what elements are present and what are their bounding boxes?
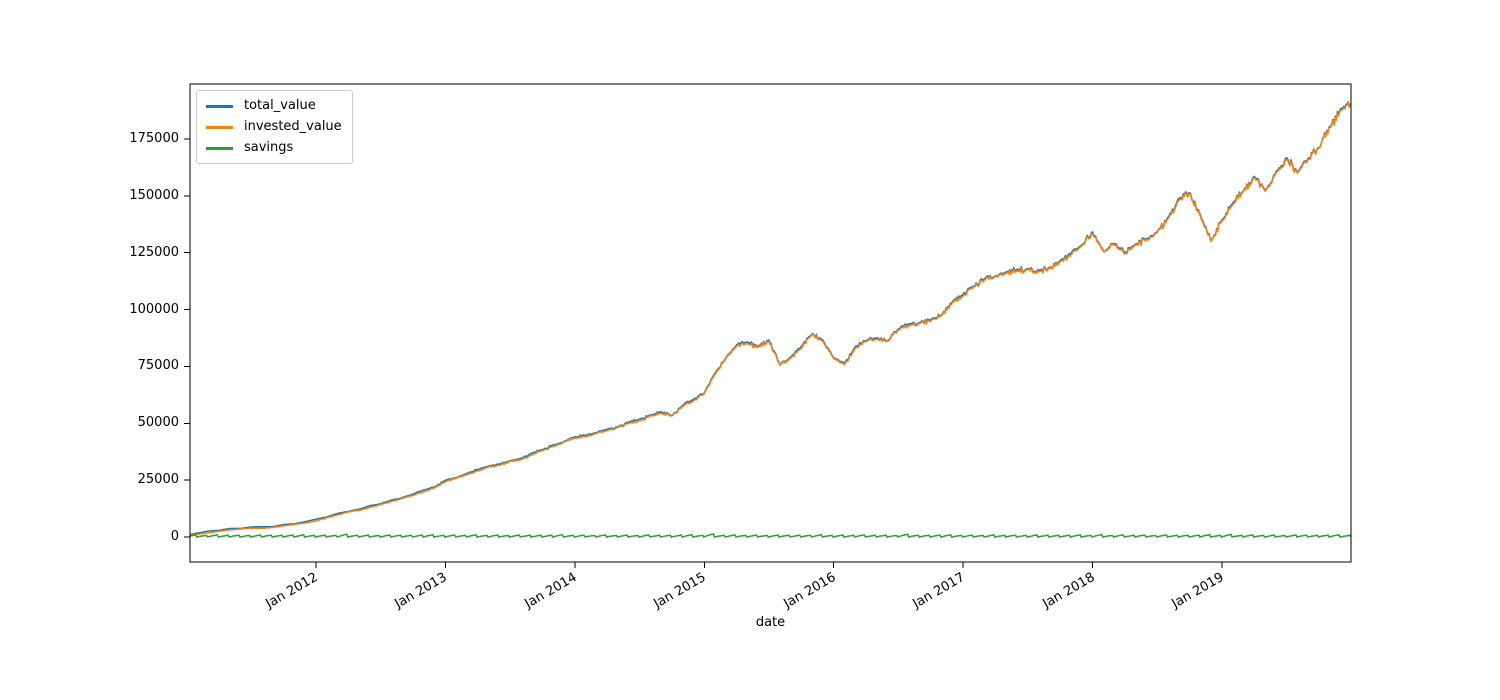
y-tick-label: 75000 — [137, 358, 179, 374]
legend-item-total-value: total_value — [206, 98, 342, 114]
legend-item-invested-value: invested_value — [206, 119, 342, 135]
y-tick-label: 125000 — [129, 244, 179, 260]
total-value-line-icon — [206, 104, 233, 108]
y-tick-label: 50000 — [137, 415, 179, 431]
x-axis-label: date — [755, 615, 786, 630]
y-tick-label: 0 — [170, 528, 179, 544]
y-tick-label: 150000 — [129, 187, 179, 203]
invested-value-line-icon — [206, 125, 233, 129]
legend-label: savings — [244, 140, 294, 155]
legend-item-savings: savings — [206, 140, 342, 156]
legend-label: invested_value — [244, 119, 342, 134]
chart-legend: total_value invested_value savings — [196, 90, 353, 164]
y-tick-label: 175000 — [129, 131, 179, 147]
legend-label: total_value — [244, 98, 316, 113]
y-tick-label: 25000 — [137, 472, 179, 488]
savings-line-icon — [206, 146, 233, 150]
y-tick-label: 100000 — [129, 301, 179, 317]
